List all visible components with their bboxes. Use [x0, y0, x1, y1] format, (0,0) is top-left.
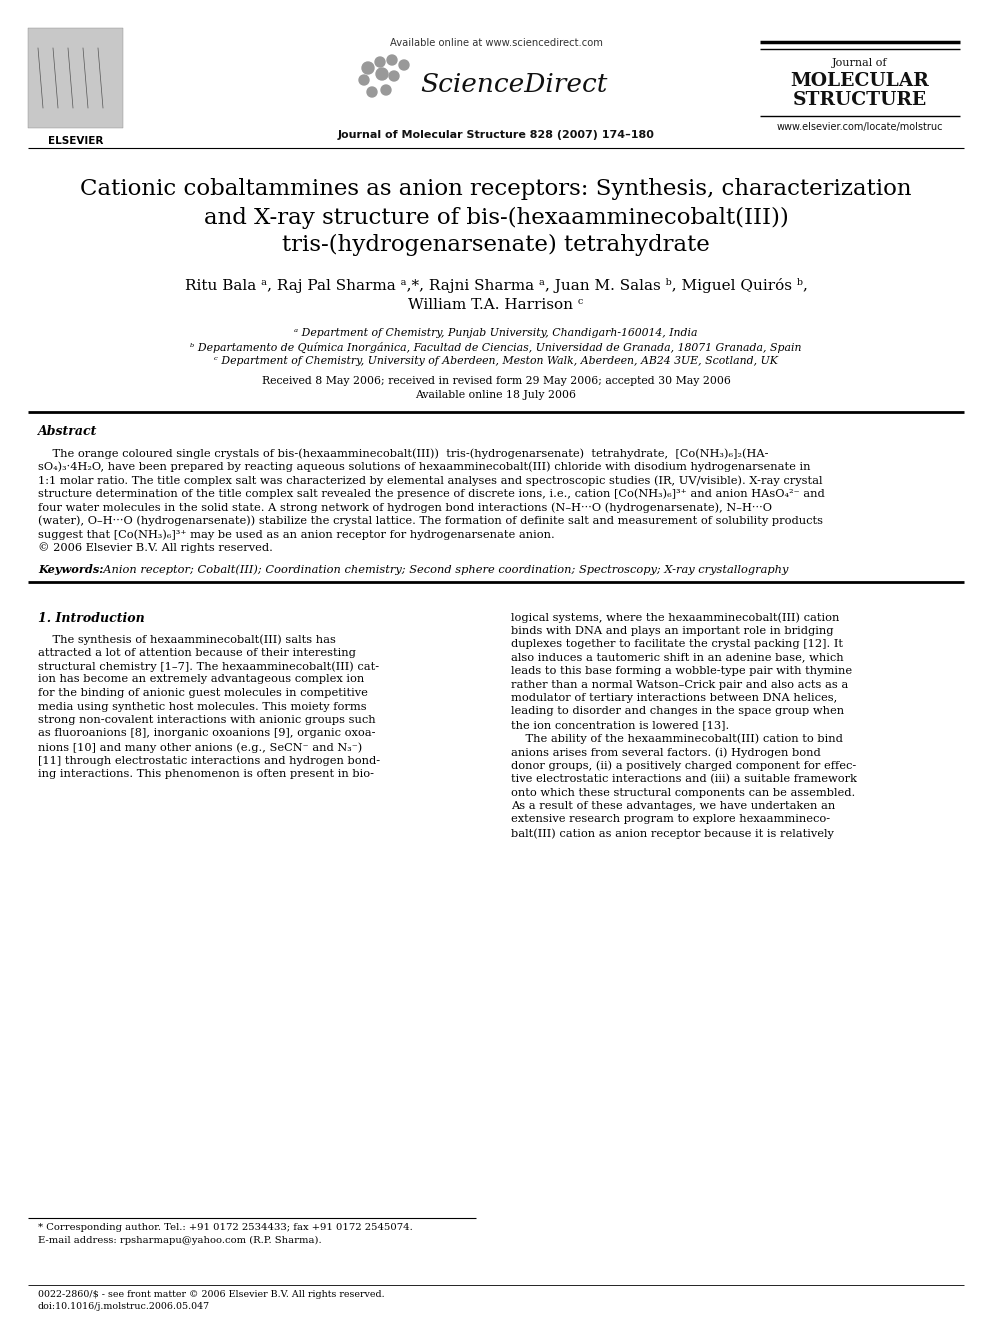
Text: E-mail address: rpsharmapu@yahoo.com (R.P. Sharma).: E-mail address: rpsharmapu@yahoo.com (R.…	[38, 1236, 321, 1245]
Text: 1. Introduction: 1. Introduction	[38, 613, 145, 624]
Text: leads to this base forming a wobble-type pair with thymine: leads to this base forming a wobble-type…	[511, 665, 852, 676]
Text: Ritu Bala ᵃ, Raj Pal Sharma ᵃ,*, Rajni Sharma ᵃ, Juan M. Salas ᵇ, Miguel Quirós : Ritu Bala ᵃ, Raj Pal Sharma ᵃ,*, Rajni S…	[185, 278, 807, 292]
Text: duplexes together to facilitate the crystal packing [12]. It: duplexes together to facilitate the crys…	[511, 639, 843, 650]
Text: ion has become an extremely advantageous complex ion: ion has become an extremely advantageous…	[38, 675, 364, 684]
Text: Keywords:: Keywords:	[38, 564, 103, 576]
Bar	[28, 28, 123, 128]
Circle shape	[359, 75, 369, 85]
Circle shape	[381, 85, 391, 95]
Text: Journal of Molecular Structure 828 (2007) 174–180: Journal of Molecular Structure 828 (2007…	[337, 130, 655, 140]
Text: the ion concentration is lowered [13].: the ion concentration is lowered [13].	[511, 720, 729, 730]
Text: Anion receptor; Cobalt(III); Coordination chemistry; Second sphere coordination;: Anion receptor; Cobalt(III); Coordinatio…	[96, 564, 789, 574]
Text: nions [10] and many other anions (e.g., SeCN⁻ and N₃⁻): nions [10] and many other anions (e.g., …	[38, 742, 362, 753]
Text: and X-ray structure of bis-(hexaamminecobalt(III)): and X-ray structure of bis-(hexaammineco…	[203, 206, 789, 229]
Text: donor groups, (ii) a positively charged component for effec-: donor groups, (ii) a positively charged …	[511, 761, 856, 771]
Text: MOLECULAR: MOLECULAR	[791, 71, 930, 90]
Text: doi:10.1016/j.molstruc.2006.05.047: doi:10.1016/j.molstruc.2006.05.047	[38, 1302, 210, 1311]
Text: four water molecules in the solid state. A strong network of hydrogen bond inter: four water molecules in the solid state.…	[38, 501, 772, 512]
Text: strong non-covalent interactions with anionic groups such: strong non-covalent interactions with an…	[38, 714, 376, 725]
Text: for the binding of anionic guest molecules in competitive: for the binding of anionic guest molecul…	[38, 688, 368, 699]
Text: attracted a lot of attention because of their interesting: attracted a lot of attention because of …	[38, 647, 356, 658]
Text: As a result of these advantages, we have undertaken an: As a result of these advantages, we have…	[511, 800, 835, 811]
Text: The synthesis of hexaamminecobalt(III) salts has: The synthesis of hexaamminecobalt(III) s…	[38, 634, 336, 644]
Text: ScienceDirect: ScienceDirect	[420, 71, 607, 97]
Text: media using synthetic host molecules. This moiety forms: media using synthetic host molecules. Th…	[38, 701, 367, 712]
Text: anions arises from several factors. (i) Hydrogen bond: anions arises from several factors. (i) …	[511, 747, 820, 758]
Text: ᵃ Department of Chemistry, Punjab University, Chandigarh-160014, India: ᵃ Department of Chemistry, Punjab Univer…	[295, 328, 697, 337]
Text: logical systems, where the hexaamminecobalt(III) cation: logical systems, where the hexaamminecob…	[511, 613, 839, 623]
Text: Cationic cobaltammines as anion receptors: Synthesis, characterization: Cationic cobaltammines as anion receptor…	[80, 179, 912, 200]
Text: 0022-2860/$ - see front matter © 2006 Elsevier B.V. All rights reserved.: 0022-2860/$ - see front matter © 2006 El…	[38, 1290, 385, 1299]
Circle shape	[362, 62, 374, 74]
Circle shape	[387, 56, 397, 65]
Circle shape	[367, 87, 377, 97]
Text: Abstract: Abstract	[38, 425, 97, 438]
Text: modulator of tertiary interactions between DNA helices,: modulator of tertiary interactions betwe…	[511, 693, 837, 703]
Text: also induces a tautomeric shift in an adenine base, which: also induces a tautomeric shift in an ad…	[511, 652, 843, 663]
Text: binds with DNA and plays an important role in bridging: binds with DNA and plays an important ro…	[511, 626, 833, 635]
Text: Journal of: Journal of	[832, 58, 888, 67]
Text: ᵇ Departamento de Química Inorgánica, Facultad de Ciencias, Universidad de Grana: ᵇ Departamento de Química Inorgánica, Fa…	[190, 343, 802, 353]
Text: leading to disorder and changes in the space group when: leading to disorder and changes in the s…	[511, 706, 844, 717]
Text: tive electrostatic interactions and (iii) a suitable framework: tive electrostatic interactions and (iii…	[511, 774, 857, 785]
Text: suggest that [Co(NH₃)₆]³⁺ may be used as an anion receptor for hydrogenarsenate : suggest that [Co(NH₃)₆]³⁺ may be used as…	[38, 529, 555, 540]
Text: ᶜ Department of Chemistry, University of Aberdeen, Meston Walk, Aberdeen, AB24 3: ᶜ Department of Chemistry, University of…	[214, 356, 778, 366]
Text: sO₄)₃·4H₂O, have been prepared by reacting aqueous solutions of hexaamminecobalt: sO₄)₃·4H₂O, have been prepared by reacti…	[38, 462, 810, 472]
Text: extensive research program to explore hexaammineco-: extensive research program to explore he…	[511, 815, 830, 824]
Text: STRUCTURE: STRUCTURE	[793, 91, 928, 108]
Text: rather than a normal Watson–Crick pair and also acts as a: rather than a normal Watson–Crick pair a…	[511, 680, 848, 689]
Text: 1:1 molar ratio. The title complex salt was characterized by elemental analyses : 1:1 molar ratio. The title complex salt …	[38, 475, 822, 486]
Text: Received 8 May 2006; received in revised form 29 May 2006; accepted 30 May 2006: Received 8 May 2006; received in revised…	[262, 376, 730, 386]
Text: * Corresponding author. Tel.: +91 0172 2534433; fax +91 0172 2545074.: * Corresponding author. Tel.: +91 0172 2…	[38, 1222, 413, 1232]
Text: ing interactions. This phenomenon is often present in bio-: ing interactions. This phenomenon is oft…	[38, 769, 374, 779]
Text: www.elsevier.com/locate/molstruc: www.elsevier.com/locate/molstruc	[777, 122, 943, 132]
Circle shape	[376, 67, 388, 79]
Circle shape	[375, 57, 385, 67]
Text: structural chemistry [1–7]. The hexaamminecobalt(III) cat-: structural chemistry [1–7]. The hexaammi…	[38, 662, 379, 672]
Text: tris-(hydrogenarsenate) tetrahydrate: tris-(hydrogenarsenate) tetrahydrate	[282, 234, 710, 257]
Text: © 2006 Elsevier B.V. All rights reserved.: © 2006 Elsevier B.V. All rights reserved…	[38, 542, 273, 553]
Text: William T.A. Harrison ᶜ: William T.A. Harrison ᶜ	[409, 298, 583, 312]
Text: The orange coloured single crystals of bis-(hexaamminecobalt(III))  tris-(hydrog: The orange coloured single crystals of b…	[38, 448, 769, 459]
Text: The ability of the hexaamminecobalt(III) cation to bind: The ability of the hexaamminecobalt(III)…	[511, 733, 843, 744]
Text: as fluoroanions [8], inorganic oxoanions [9], organic oxoa-: as fluoroanions [8], inorganic oxoanions…	[38, 729, 376, 738]
Text: [11] through electrostatic interactions and hydrogen bond-: [11] through electrostatic interactions …	[38, 755, 380, 766]
Text: balt(III) cation as anion receptor because it is relatively: balt(III) cation as anion receptor becau…	[511, 828, 834, 839]
Text: structure determination of the title complex salt revealed the presence of discr: structure determination of the title com…	[38, 488, 824, 499]
Text: Available online 18 July 2006: Available online 18 July 2006	[416, 390, 576, 400]
Text: ELSEVIER: ELSEVIER	[48, 136, 103, 146]
Text: (water), O–H···O (hydrogenarsenate)) stabilize the crystal lattice. The formatio: (water), O–H···O (hydrogenarsenate)) sta…	[38, 516, 823, 527]
Text: Available online at www.sciencedirect.com: Available online at www.sciencedirect.co…	[390, 38, 602, 48]
Text: onto which these structural components can be assembled.: onto which these structural components c…	[511, 787, 855, 798]
Circle shape	[389, 71, 399, 81]
Circle shape	[399, 60, 409, 70]
